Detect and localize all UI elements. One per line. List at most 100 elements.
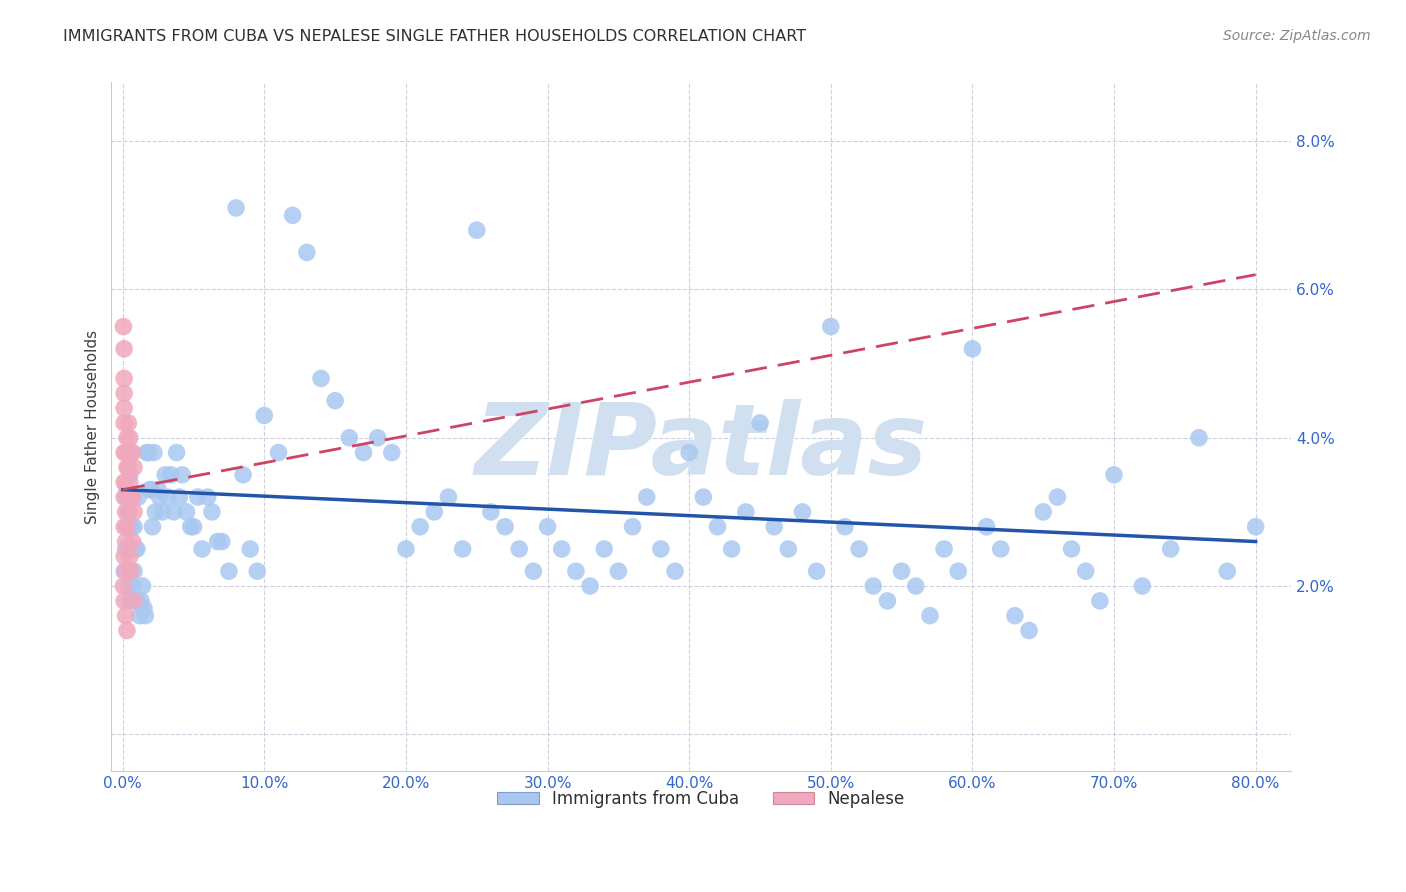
Point bbox=[423, 505, 446, 519]
Point bbox=[367, 431, 389, 445]
Point bbox=[115, 624, 138, 638]
Point bbox=[918, 608, 941, 623]
Point bbox=[114, 475, 136, 490]
Point bbox=[904, 579, 927, 593]
Point bbox=[112, 490, 135, 504]
Point bbox=[197, 490, 219, 504]
Point bbox=[117, 505, 139, 519]
Point bbox=[115, 460, 138, 475]
Point bbox=[121, 445, 143, 459]
Point bbox=[692, 490, 714, 504]
Point bbox=[131, 579, 153, 593]
Point bbox=[112, 445, 135, 459]
Point bbox=[720, 541, 742, 556]
Point bbox=[890, 564, 912, 578]
Point bbox=[479, 505, 502, 519]
Point bbox=[451, 541, 474, 556]
Point bbox=[565, 564, 588, 578]
Point bbox=[207, 534, 229, 549]
Point bbox=[820, 319, 842, 334]
Point bbox=[409, 520, 432, 534]
Point bbox=[143, 505, 166, 519]
Point bbox=[337, 431, 360, 445]
Point bbox=[749, 416, 772, 430]
Point bbox=[117, 579, 139, 593]
Point bbox=[862, 579, 884, 593]
Point bbox=[125, 594, 148, 608]
Point bbox=[118, 431, 141, 445]
Point bbox=[112, 386, 135, 401]
Point bbox=[169, 490, 191, 504]
Point bbox=[246, 564, 269, 578]
Point bbox=[172, 467, 194, 482]
Point bbox=[778, 541, 800, 556]
Point bbox=[160, 467, 183, 482]
Point bbox=[976, 520, 998, 534]
Point bbox=[114, 541, 136, 556]
Point bbox=[112, 371, 135, 385]
Point bbox=[218, 564, 240, 578]
Point bbox=[138, 483, 160, 497]
Point bbox=[115, 520, 138, 534]
Point bbox=[593, 541, 616, 556]
Point bbox=[112, 319, 135, 334]
Point bbox=[112, 549, 135, 564]
Point bbox=[112, 564, 135, 578]
Point bbox=[1160, 541, 1182, 556]
Point bbox=[132, 601, 155, 615]
Point bbox=[114, 534, 136, 549]
Point bbox=[121, 534, 143, 549]
Point bbox=[508, 541, 530, 556]
Point bbox=[607, 564, 630, 578]
Point bbox=[118, 549, 141, 564]
Point bbox=[122, 520, 145, 534]
Point bbox=[494, 520, 516, 534]
Point bbox=[118, 467, 141, 482]
Y-axis label: Single Father Households: Single Father Households bbox=[86, 329, 100, 524]
Point bbox=[183, 520, 205, 534]
Point bbox=[146, 483, 169, 497]
Point bbox=[1088, 594, 1111, 608]
Point bbox=[522, 564, 544, 578]
Point bbox=[792, 505, 814, 519]
Point bbox=[551, 541, 574, 556]
Point bbox=[201, 505, 224, 519]
Text: ZIPatlas: ZIPatlas bbox=[475, 399, 928, 496]
Point bbox=[124, 541, 146, 556]
Point bbox=[114, 505, 136, 519]
Point bbox=[650, 541, 672, 556]
Point bbox=[806, 564, 828, 578]
Point bbox=[148, 490, 170, 504]
Point bbox=[114, 490, 136, 504]
Point bbox=[990, 541, 1012, 556]
Point bbox=[122, 505, 145, 519]
Point bbox=[437, 490, 460, 504]
Point bbox=[122, 594, 145, 608]
Point bbox=[579, 579, 602, 593]
Point bbox=[465, 223, 488, 237]
Point bbox=[1060, 541, 1083, 556]
Point bbox=[211, 534, 233, 549]
Point bbox=[120, 564, 142, 578]
Point bbox=[1018, 624, 1040, 638]
Point bbox=[120, 445, 142, 459]
Point bbox=[1216, 564, 1239, 578]
Point bbox=[112, 342, 135, 356]
Point bbox=[112, 475, 135, 490]
Point bbox=[112, 401, 135, 416]
Point bbox=[706, 520, 728, 534]
Point bbox=[1102, 467, 1125, 482]
Point bbox=[381, 445, 404, 459]
Point bbox=[115, 431, 138, 445]
Point bbox=[117, 416, 139, 430]
Point bbox=[962, 342, 984, 356]
Point bbox=[232, 467, 254, 482]
Point bbox=[118, 594, 141, 608]
Point bbox=[115, 490, 138, 504]
Point bbox=[1004, 608, 1026, 623]
Point bbox=[395, 541, 418, 556]
Text: Source: ZipAtlas.com: Source: ZipAtlas.com bbox=[1223, 29, 1371, 43]
Point bbox=[142, 445, 165, 459]
Point bbox=[678, 445, 700, 459]
Point bbox=[281, 208, 304, 222]
